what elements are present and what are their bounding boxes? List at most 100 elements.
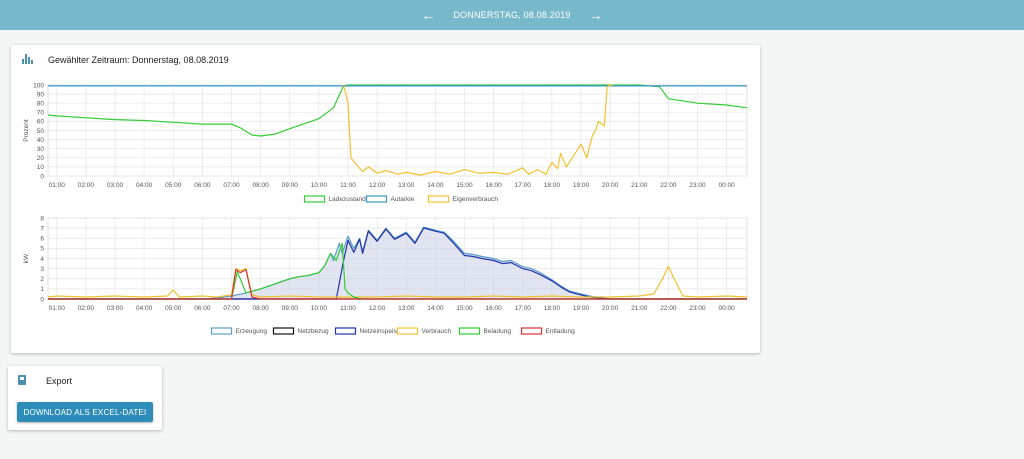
document-icon [18,375,26,385]
x-tick-label: 14:00 [427,182,444,189]
x-tick-label: 17:00 [515,305,532,312]
download-excel-button[interactable]: DOWNLOAD ALS EXCEL-DATEI [17,402,153,422]
x-tick-label: 21:00 [631,182,648,189]
series-line-netzeinspeisung [48,227,747,300]
y-tick-label: 4 [40,256,44,263]
y-tick-label: 7 [40,225,44,232]
legend-swatch-verbrauch [396,327,419,335]
arrow-right-icon[interactable]: → [588,7,603,23]
legend-swatch-erzeugung [210,327,233,335]
y-tick-label: 70 [37,110,45,117]
x-tick-label: 15:00 [456,182,473,189]
y-tick-label: 100 [33,82,44,89]
export-card: Export DOWNLOAD ALS EXCEL-DATEI [8,366,162,430]
x-tick-label: 03:00 [107,182,124,189]
x-tick-label: 10:00 [311,182,328,189]
x-tick-label: 06:00 [194,305,211,312]
x-tick-label: 00:00 [718,305,735,312]
y-tick-label: 10 [37,164,45,171]
series-line-verbrauch [47,266,748,298]
x-tick-label: 16:00 [485,182,502,189]
series-line-ladezustand [47,84,748,137]
y-tick-label: 3 [40,266,44,273]
series-line-eigenverbrauch [343,84,613,176]
x-tick-label: 13:00 [398,305,415,312]
x-tick-label: 19:00 [573,182,590,189]
x-tick-label: 15:00 [456,305,473,312]
y-tick-label: 50 [37,128,45,135]
x-tick-label: 19:00 [573,305,590,312]
x-tick-label: 13:00 [398,182,415,189]
y-tick-label: 40 [37,137,45,144]
chart-card-title: Gewählter Zeitraum: Donnerstag, 08.08.20… [48,55,229,65]
x-tick-label: 17:00 [515,182,532,189]
x-tick-label: 02:00 [78,305,95,312]
date-display: DONNERSTAG, 08.08.2019 [453,10,571,20]
y-tick-label: 20 [37,155,45,162]
y-tick-label: 5 [40,246,44,253]
x-tick-label: 02:00 [78,182,95,189]
charts-svg: 0 10 20 30 40 50 60 70 80 90 100 01:00 02:00 03:00 04:… [23,82,748,335]
y-tick-label: 2 [40,276,44,283]
x-tick-label: 20:00 [602,182,619,189]
y-tick-label: 80 [37,101,45,108]
y-tick-label: 1 [40,286,44,293]
x-tick-label: 10:00 [311,305,328,312]
legend-swatch-beladung [458,327,481,335]
x-tick-label: 12:00 [369,182,386,189]
x-tick-label: 07:00 [223,305,240,312]
x-tick-label: 22:00 [660,305,677,312]
x-tick-label: 16:00 [485,305,502,312]
x-tick-label: 14:00 [427,305,444,312]
legend-swatch-netzbezug [272,327,295,335]
arrow-left-icon[interactable]: ← [421,7,436,23]
x-tick-label: 23:00 [689,182,706,189]
legend-label-eigenverbrauch: Eigenverbrauch [453,196,499,203]
legend-label-erzeugung: Erzeugung [236,328,268,335]
y-tick-label: 6 [40,236,44,243]
x-tick-label: 08:00 [252,182,269,189]
x-tick-label: 21:00 [631,305,648,312]
x-tick-label: 09:00 [282,182,299,189]
x-tick-label: 05:00 [165,305,182,312]
legend-swatch-netzeinspeisung [334,327,357,335]
x-tick-label: 04:00 [136,182,153,189]
y-axis-label: kW [23,253,30,263]
x-tick-label: 18:00 [544,305,561,312]
x-tick-label: 05:00 [165,182,182,189]
y-tick-label: 60 [37,119,45,126]
x-tick-label: 01:00 [49,305,66,312]
legend-swatch-autarkie [365,195,388,203]
y-tick-label: 0 [40,296,44,303]
x-tick-label: 00:00 [718,182,735,189]
export-card-title: Export [46,376,73,386]
x-tick-label: 11:00 [340,182,356,189]
x-tick-label: 23:00 [689,305,706,312]
series-line-beladung [48,242,747,300]
top-navigation-bar: ← DONNERSTAG, 08.08.2019 → [0,0,1024,30]
x-tick-label: 18:00 [544,182,561,189]
x-tick-label: 20:00 [602,305,619,312]
legend-label-beladung: Beladung [484,328,512,335]
x-tick-label: 03:00 [107,305,124,312]
legend-label-verbrauch: Verbrauch [422,328,452,335]
legend-label-entladung: Entladung [546,328,576,335]
x-tick-label: 04:00 [136,305,153,312]
legend-swatch-ladezustand [303,195,326,203]
legend-label-autarkie: Autarkie [391,196,415,203]
legend-label-netzbezug: Netzbezug [298,328,329,335]
series-line-entladung [48,269,747,300]
y-tick-label: 8 [40,215,44,222]
y-tick-label: 90 [37,91,45,98]
chart-card: Gewählter Zeitraum: Donnerstag, 08.08.20… [11,45,760,353]
y-tick-label: 30 [37,146,45,153]
x-tick-label: 08:00 [252,305,269,312]
x-tick-label: 11:00 [340,305,356,312]
x-tick-label: 06:00 [194,182,211,189]
legend-swatch-entladung [520,327,543,335]
x-tick-label: 01:00 [49,182,66,189]
y-axis-label: Prozent [23,119,30,142]
x-tick-label: 12:00 [369,305,386,312]
x-tick-label: 07:00 [223,182,240,189]
legend-label-ladezustand: Ladezustand [329,196,367,203]
